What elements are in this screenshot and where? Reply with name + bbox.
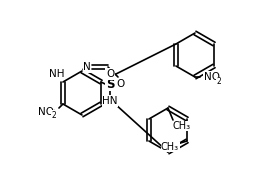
Text: NO: NO — [204, 72, 220, 82]
Text: CH₃: CH₃ — [161, 142, 179, 152]
Text: O: O — [106, 69, 114, 79]
Text: NO: NO — [39, 107, 55, 117]
Text: 2: 2 — [51, 114, 55, 123]
Text: HN: HN — [102, 96, 118, 106]
Text: N: N — [83, 62, 91, 72]
Text: NO: NO — [38, 107, 54, 117]
Text: S: S — [106, 78, 114, 91]
Text: O: O — [116, 79, 124, 89]
Text: 2: 2 — [217, 78, 221, 87]
Text: 2: 2 — [51, 111, 56, 119]
Text: NH: NH — [49, 69, 65, 79]
Text: CH₃: CH₃ — [173, 121, 191, 131]
